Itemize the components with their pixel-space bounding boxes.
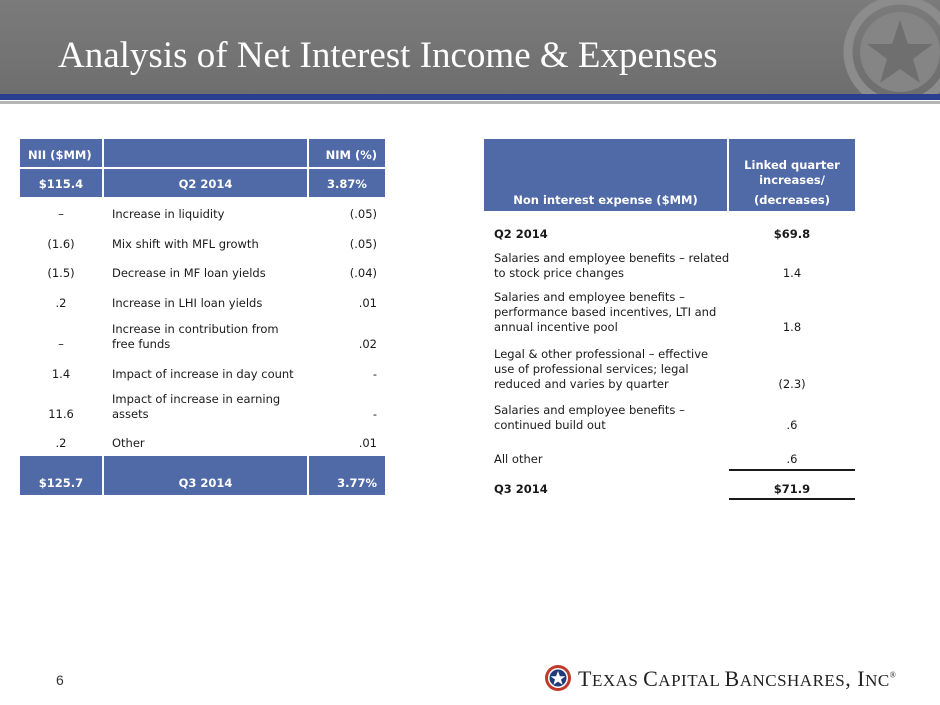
nii-header-cell-1 [20,139,102,167]
header-divider [0,101,940,104]
header-accent-bar [0,94,940,100]
nii-row-4-desc: Increase in LHI loan yields [112,296,263,310]
expense-row-4-desc-line2: continued build out [494,418,606,432]
nii-row-5-nim: .02 [358,337,377,351]
nim-start-value: 3.87% [327,177,367,191]
expense-row-2-desc-line1: Salaries and employee benefits – [494,290,685,304]
nii-end-cell-2 [104,456,307,495]
company-name: TEXAS CAPITAL BANCSHARES, INC® [578,666,897,691]
linked-quarter-line3: (decreases) [753,193,831,207]
expense-row-5-desc: All other [494,452,543,466]
nii-end-cell-3 [309,456,385,495]
nii-row-4-nim: .01 [358,296,377,310]
nii-row-6-nim: - [372,367,377,381]
company-logo: TEXAS CAPITAL BANCSHARES, INC® [544,664,904,692]
expense-end-value: $71.9 [773,482,811,496]
expense-total-rule-top [729,469,855,471]
expense-header-left [484,139,727,211]
nii-header-cell-3 [309,139,385,167]
expense-row-1-value: 1.4 [782,266,802,280]
slide-header: Analysis of Net Interest Income & Expens… [0,0,940,94]
nii-row-4-value: .2 [55,296,67,310]
star-seal-icon [843,0,940,94]
expense-row-3-desc-line2: use of professional services; legal [494,362,689,376]
nii-row-1-value: – [58,207,64,221]
nim-header-label: NIM (%) [325,148,377,162]
expense-start-value: $69.8 [773,227,811,241]
nii-row-3-desc: Decrease in MF loan yields [112,266,266,280]
nii-row-2-desc: Mix shift with MFL growth [112,237,259,251]
expense-row-4-value: .6 [786,418,798,432]
nii-row-3-nim: (.04) [349,266,377,280]
nii-start-cell-2 [104,169,307,197]
expense-total-rule-bottom [729,498,855,500]
expense-row-4-desc-line1: Salaries and employee benefits – [494,403,685,417]
expense-header-right [729,139,855,211]
nii-row-8-nim: .01 [358,436,377,450]
nii-end-period: Q3 2014 [178,476,233,490]
nim-end-value: 3.77% [337,476,377,490]
linked-quarter-line1: Linked quarter [744,158,840,172]
nii-row-7-desc-line1: Impact of increase in earning [112,392,281,406]
linked-quarter-line2: increases/ [759,173,825,187]
expense-row-1-desc-line1: Salaries and employee benefits – related [494,251,730,265]
nii-start-cell-1 [20,169,102,197]
nii-start-period: Q2 2014 [178,177,233,191]
nii-start-value: $115.4 [38,177,84,191]
nii-row-1-desc: Increase in liquidity [112,207,225,221]
nii-row-7-nim: - [372,407,377,421]
nii-row-2-nim: (.05) [349,237,377,251]
nii-row-8-desc: Other [112,436,145,450]
nii-header-cell-2 [104,139,307,167]
slide-title: Analysis of Net Interest Income & Expens… [58,35,718,76]
expense-header-label: Non interest expense ($MM) [513,193,698,207]
nii-row-7-value: 11.6 [48,407,74,421]
star-seal-logo-icon [545,665,571,691]
nii-row-5-value: – [58,337,64,351]
expense-start-label: Q2 2014 [494,227,548,241]
nii-row-6-value: 1.4 [51,367,71,381]
expense-row-3-desc-line3: reduced and varies by quarter [494,377,669,391]
nii-row-3-value: (1.5) [47,266,75,280]
expense-row-5-value: .6 [786,452,798,466]
expense-row-2-desc-line3: annual incentive pool [494,320,618,334]
nii-row-7-desc-line2: assets [112,407,149,421]
nii-row-1-nim: (.05) [349,207,377,221]
nii-header-label: NII ($MM) [28,148,92,162]
expense-row-2-desc-line2: performance based incentives, LTI and [494,305,717,319]
nii-row-5-desc-line1: Increase in contribution from [112,322,279,336]
nii-end-value: $125.7 [38,476,84,490]
expense-row-2-value: 1.8 [782,320,802,334]
nii-row-2-value: (1.6) [47,237,75,251]
expense-row-3-value: (2.3) [778,377,806,391]
expense-end-label: Q3 2014 [494,482,548,496]
nii-start-cell-3 [309,169,385,197]
nii-end-cell-1 [20,456,102,495]
nii-row-8-value: .2 [55,436,67,450]
expense-row-1-desc-line2: to stock price changes [494,266,624,280]
page-number: 6 [56,672,64,688]
nii-row-6-desc: Impact of increase in day count [112,367,294,381]
nii-row-5-desc-line2: free funds [112,337,171,351]
expense-row-3-desc-line1: Legal & other professional – effective [494,347,709,361]
